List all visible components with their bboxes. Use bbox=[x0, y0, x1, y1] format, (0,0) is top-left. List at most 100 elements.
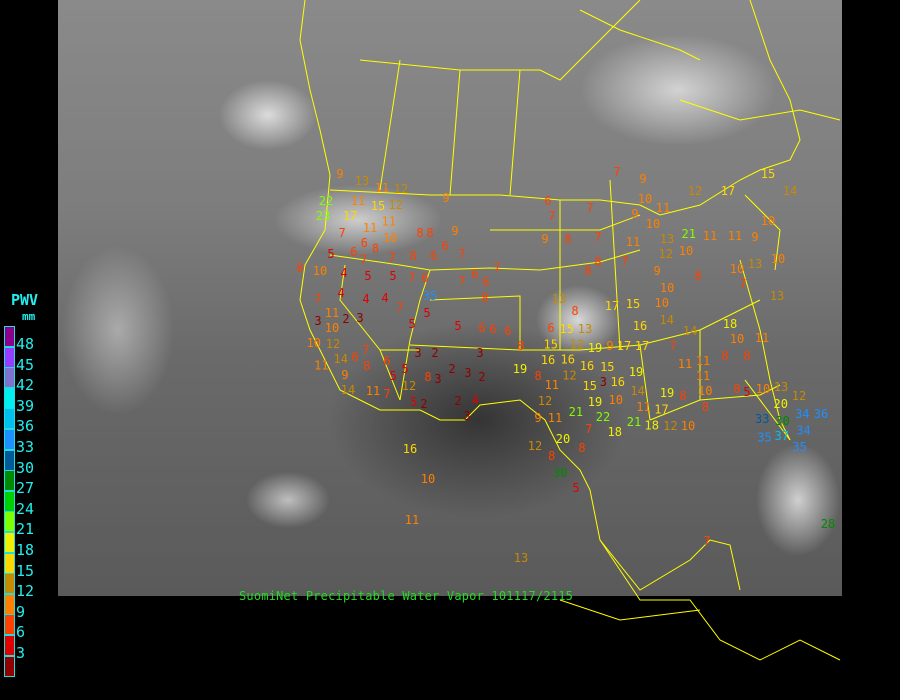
station-pwv-value: 11 bbox=[548, 411, 562, 425]
station-pwv-value: 8 bbox=[296, 261, 303, 275]
station-pwv-value: 13 bbox=[552, 292, 566, 306]
station-pwv-value: 8 bbox=[702, 400, 709, 414]
station-pwv-value: 16 bbox=[560, 353, 574, 367]
station-pwv-value: 3 bbox=[356, 311, 363, 325]
station-pwv-value: 16 bbox=[403, 442, 417, 456]
station-pwv-value: 11 bbox=[351, 194, 365, 208]
station-pwv-value: 6 bbox=[489, 322, 496, 336]
legend-swatch bbox=[4, 635, 15, 656]
station-pwv-value: 3 bbox=[434, 372, 441, 386]
station-pwv-value: 19 bbox=[588, 341, 602, 355]
station-pwv-value: 10 bbox=[681, 419, 695, 433]
station-pwv-value: 6 bbox=[430, 249, 437, 263]
border-line bbox=[379, 59, 401, 191]
station-pwv-value: 16 bbox=[610, 375, 624, 389]
station-pwv-value: 13 bbox=[770, 289, 784, 303]
station-pwv-value: 8 bbox=[743, 349, 750, 363]
station-pwv-value: 8 bbox=[548, 449, 555, 463]
border-line bbox=[490, 214, 641, 231]
station-pwv-value: 6 bbox=[351, 350, 358, 364]
station-pwv-value: 8 bbox=[571, 304, 578, 318]
station-pwv-value: 7 bbox=[362, 343, 369, 357]
border-line bbox=[739, 259, 791, 441]
legend-swatch bbox=[4, 326, 15, 347]
station-pwv-value: 2 bbox=[454, 394, 461, 408]
legend-swatch bbox=[4, 593, 15, 615]
political-borders bbox=[299, 0, 841, 661]
legend-label: 42 bbox=[16, 376, 35, 395]
station-pwv-value: 21 bbox=[627, 415, 641, 429]
station-pwv-value: 7 bbox=[388, 251, 395, 265]
station-pwv-value: 7 bbox=[338, 226, 345, 240]
station-pwv-value: 35 bbox=[792, 440, 806, 454]
station-pwv-value: 37 bbox=[774, 429, 788, 443]
legend-label: 18 bbox=[16, 541, 35, 559]
station-pwv-value: 11 bbox=[636, 400, 650, 414]
station-pwv-value: 10 bbox=[761, 214, 775, 228]
station-pwv-value: 6 bbox=[547, 321, 554, 335]
station-pwv-value: 15 bbox=[600, 360, 614, 374]
station-pwv-value: 10 bbox=[771, 252, 785, 266]
border-line bbox=[509, 69, 521, 196]
station-pwv-value: 17 bbox=[635, 339, 649, 353]
station-pwv-value: 22 bbox=[319, 194, 333, 208]
legend-label: 45 bbox=[16, 355, 35, 374]
station-pwv-value: 12 bbox=[538, 394, 552, 408]
station-pwv-value: 6 bbox=[441, 239, 448, 253]
station-pwv-value: 13 bbox=[578, 322, 592, 336]
border-line bbox=[559, 599, 701, 621]
border-line bbox=[329, 249, 641, 271]
legend-swatch bbox=[4, 449, 15, 471]
station-pwv-value: 23 bbox=[316, 209, 330, 223]
border-line bbox=[399, 269, 431, 401]
station-pwv-value: 5 bbox=[327, 247, 334, 261]
station-pwv-value: 11 bbox=[325, 306, 339, 320]
station-pwv-value: 7 bbox=[383, 387, 390, 401]
border-line bbox=[299, 0, 741, 591]
station-pwv-value: 10 bbox=[698, 384, 712, 398]
station-pwv-value: 15 bbox=[626, 297, 640, 311]
station-pwv-value: 13 bbox=[514, 551, 528, 565]
station-pwv-value: 7 bbox=[669, 339, 676, 353]
station-pwv-value: 6 bbox=[504, 324, 511, 338]
legend-swatch bbox=[4, 470, 15, 492]
station-pwv-value: 10 bbox=[383, 231, 397, 245]
station-pwv-value: 15 bbox=[761, 167, 775, 181]
station-pwv-value: 3 bbox=[314, 314, 321, 328]
station-pwv-value: 9 bbox=[751, 230, 758, 244]
station-pwv-value: 8 bbox=[584, 264, 591, 278]
station-pwv-value: 4 bbox=[340, 266, 347, 280]
station-pwv-value: 3 bbox=[414, 346, 421, 360]
legend-swatch bbox=[4, 387, 15, 409]
station-pwv-value: 13 bbox=[660, 232, 674, 246]
station-pwv-value: 2 bbox=[448, 362, 455, 376]
station-pwv-value: 11 bbox=[678, 357, 692, 371]
station-pwv-value: 6 bbox=[482, 275, 489, 289]
station-pwv-value: 17 bbox=[343, 209, 357, 223]
station-pwv-value: 2 bbox=[342, 312, 349, 326]
legend-swatch bbox=[4, 429, 15, 450]
border-line bbox=[329, 189, 641, 206]
station-pwv-value: 13 bbox=[748, 257, 762, 271]
station-pwv-value: 22 bbox=[596, 410, 610, 424]
station-pwv-value: 17 bbox=[721, 184, 735, 198]
border-line bbox=[409, 295, 521, 351]
station-pwv-value: 19 bbox=[588, 395, 602, 409]
station-pwv-value: 12 bbox=[394, 182, 408, 196]
station-pwv-value: 11 bbox=[728, 229, 742, 243]
station-pwv-value: 14 bbox=[683, 324, 697, 338]
station-pwv-value: 19 bbox=[513, 362, 527, 376]
station-pwv-value: 2 bbox=[478, 370, 485, 384]
station-pwv-value: 11 bbox=[545, 378, 559, 392]
station-pwv-value: 5 bbox=[364, 269, 371, 283]
border-line bbox=[339, 264, 401, 401]
station-pwv-value: 6 bbox=[421, 271, 428, 285]
border-line bbox=[744, 379, 791, 441]
station-pwv-value: 10 bbox=[730, 332, 744, 346]
station-pwv-value: 10 bbox=[679, 244, 693, 258]
station-pwv-value: 10 bbox=[638, 192, 652, 206]
station-pwv-value: 12 bbox=[688, 184, 702, 198]
station-pwv-value: 15 bbox=[543, 338, 557, 352]
station-pwv-value: 7 bbox=[594, 230, 601, 244]
